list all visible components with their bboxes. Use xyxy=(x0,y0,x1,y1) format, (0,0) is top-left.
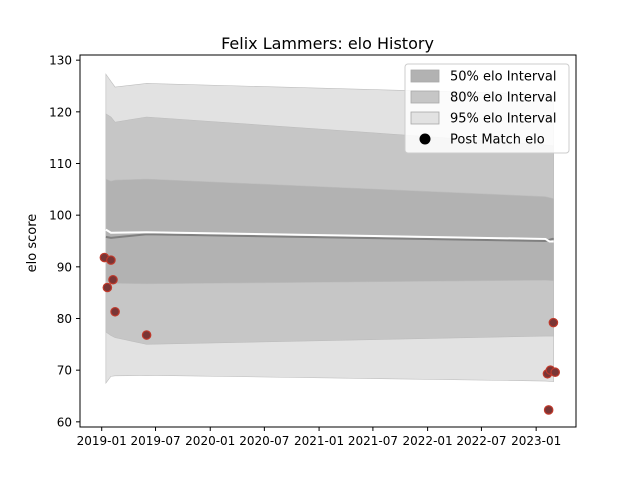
data-point xyxy=(141,330,152,340)
data-point xyxy=(110,306,120,317)
plot-frame xyxy=(79,54,577,428)
legend-swatch-80-elo-interval xyxy=(410,90,440,104)
legend-swatch-95-elo-interval xyxy=(410,111,440,125)
data-point xyxy=(102,282,113,293)
legend-box xyxy=(404,63,570,154)
y-tick-label: 110 xyxy=(49,157,72,171)
data-point xyxy=(550,367,560,378)
x-tick-label: 2019-07 xyxy=(130,434,180,448)
x-tick-label: 2021-01 xyxy=(294,434,344,448)
y-tick-label: 120 xyxy=(49,105,72,119)
x-tick-label: 2022-07 xyxy=(456,434,506,448)
x-tick-label: 2022-01 xyxy=(403,434,453,448)
x-tick-label: 2020-01 xyxy=(185,434,235,448)
line-mean-elo xyxy=(105,233,554,243)
legend-marker-post-match-elo xyxy=(419,133,431,145)
band-50-elo-interval xyxy=(105,178,554,285)
y-tick-label: 60 xyxy=(57,415,72,429)
y-axis: 60 70 80 90 100 110 120 130 xyxy=(49,54,80,429)
x-tick-label: 2019-01 xyxy=(77,434,127,448)
data-point xyxy=(548,317,559,328)
y-tick-label: 70 xyxy=(57,364,72,378)
x-tick-label: 2023-01 xyxy=(511,434,561,448)
legend-label: 50% elo Interval xyxy=(450,70,557,85)
legend-label: 80% elo Interval xyxy=(450,91,557,106)
data-point xyxy=(108,274,118,285)
y-tick-label: 130 xyxy=(49,54,72,68)
data-point xyxy=(106,255,116,265)
data-point xyxy=(543,405,554,415)
x-tick-label: 2021-07 xyxy=(348,434,398,448)
legend-swatch-50-elo-interval xyxy=(410,69,440,83)
y-tick-label: 90 xyxy=(57,260,72,274)
y-tick-label: 80 xyxy=(57,312,72,326)
line-upper-edge-line xyxy=(105,228,554,243)
y-tick-label: 100 xyxy=(49,209,72,223)
y-axis-label: elo score xyxy=(25,214,40,273)
chart-title: Felix Lammers: elo History xyxy=(221,34,434,53)
x-tick-label: 2020-07 xyxy=(239,434,289,448)
legend-label: 95% elo Interval xyxy=(450,112,557,127)
legend: 50% elo Interval 80% elo Interval 95% elo … xyxy=(404,63,570,154)
legend-label: Post Match elo xyxy=(450,133,545,148)
x-axis: 2019-01 2019-07 2020-01 2020-07 2021-01 2021-… xyxy=(77,427,561,448)
